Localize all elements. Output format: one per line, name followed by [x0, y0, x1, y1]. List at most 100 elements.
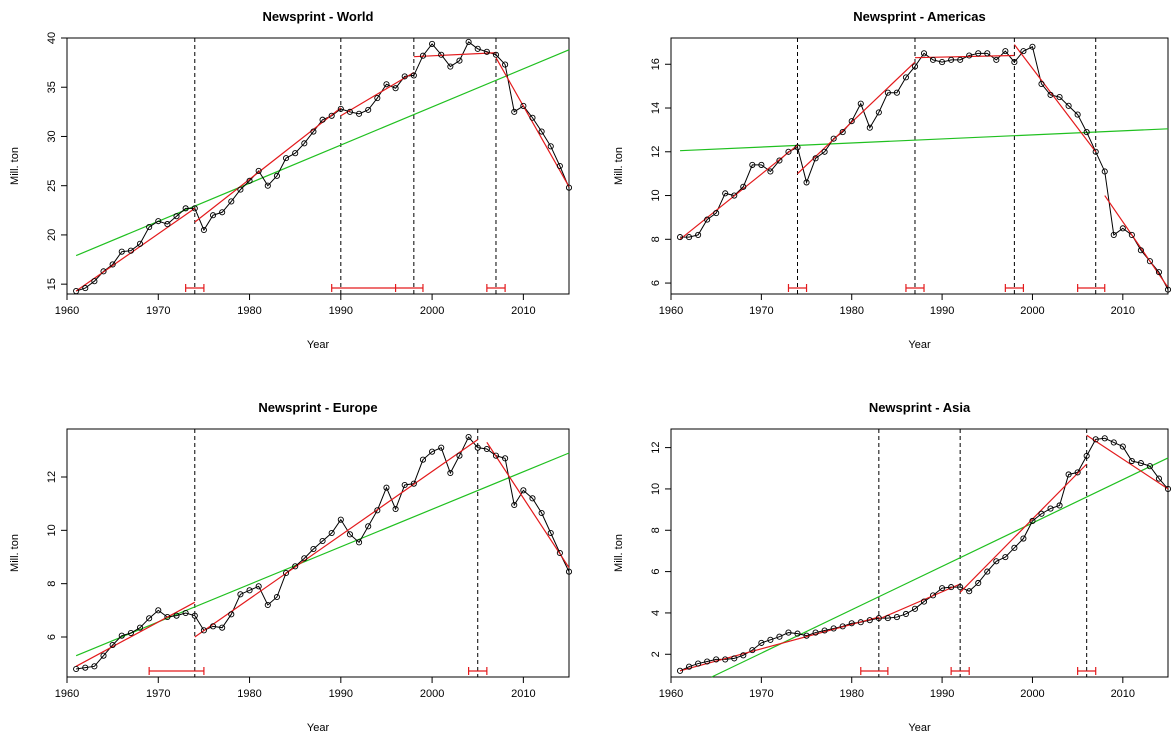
y-tick-label: 16	[650, 58, 662, 70]
data-point	[984, 50, 991, 57]
data-point	[812, 629, 819, 636]
data-point	[374, 507, 381, 514]
data-point	[1029, 43, 1036, 50]
chart-title: Newsprint - Europe	[258, 400, 377, 415]
chart-panel-1: Newsprint - World Year Mill. ton 1960 1970 19…	[9, 9, 573, 351]
chart-panel-4: Newsprint - Asia Year Mill. ton 1960 1970 198…	[613, 400, 1171, 733]
data-point	[356, 110, 363, 117]
y-tick-label: 10	[650, 483, 662, 495]
data-point	[695, 231, 702, 238]
data-point	[875, 615, 882, 622]
data-point	[1092, 148, 1099, 155]
data-point	[547, 143, 554, 150]
chart-title: Newsprint - Americas	[853, 9, 985, 24]
data-point	[731, 655, 738, 662]
data-point	[328, 112, 335, 119]
data-point	[1074, 469, 1081, 476]
x-tick-label: 1960	[659, 688, 683, 700]
data-point	[975, 579, 982, 587]
y-tick-label: 6	[650, 569, 662, 575]
data-point	[556, 549, 563, 557]
x-tick-label: 2000	[420, 305, 444, 317]
data-point	[993, 56, 1000, 63]
data-point	[1038, 80, 1045, 87]
y-tick-label: 35	[46, 81, 58, 93]
x-tick-label: 2000	[420, 688, 444, 700]
data-point	[292, 150, 299, 157]
data-point	[374, 95, 381, 102]
data-point	[419, 456, 427, 463]
x-axis-label: Year	[307, 339, 330, 351]
y-tick-label: 25	[46, 180, 58, 192]
data-point	[740, 652, 747, 659]
data-point	[830, 135, 837, 142]
data-point	[346, 108, 353, 115]
data-point	[984, 568, 991, 575]
x-tick-label: 1960	[659, 305, 683, 317]
x-tick-label: 1980	[237, 305, 261, 317]
y-axis-label: Mill. ton	[9, 147, 21, 185]
x-tick-label: 1990	[930, 688, 954, 700]
x-tick-label: 1970	[146, 305, 170, 317]
segment-fit-line	[194, 107, 342, 223]
data-point	[255, 583, 262, 590]
data-point	[237, 186, 244, 193]
data-point	[146, 615, 153, 622]
data-point	[704, 216, 711, 223]
data-point	[676, 234, 684, 241]
x-axis-label: Year	[908, 722, 931, 733]
data-point	[255, 167, 262, 174]
data-point	[118, 248, 125, 255]
data-point	[146, 223, 153, 231]
data-point	[893, 89, 900, 96]
data-point	[82, 664, 89, 671]
data-point	[474, 444, 481, 451]
data-point	[1011, 544, 1018, 551]
data-point	[993, 558, 1000, 565]
data-point	[1146, 463, 1153, 470]
data-point	[136, 240, 144, 247]
data-point	[1020, 48, 1027, 55]
data-point	[237, 591, 244, 598]
data-point	[749, 647, 756, 654]
data-point	[429, 448, 436, 455]
data-point	[884, 615, 891, 622]
data-point	[830, 625, 837, 632]
data-point	[310, 545, 317, 553]
y-tick-label: 14	[650, 102, 662, 114]
data-point	[839, 623, 846, 630]
data-point	[136, 624, 144, 631]
data-point	[893, 614, 900, 621]
data-point	[565, 184, 573, 191]
data-point	[100, 652, 107, 659]
data-point	[465, 433, 472, 441]
data-point	[447, 63, 454, 70]
data-point	[383, 484, 390, 491]
segment-fit-line	[340, 71, 415, 117]
data-point	[511, 501, 518, 509]
data-point	[410, 480, 417, 487]
data-point	[758, 161, 765, 168]
data-point	[474, 45, 481, 52]
data-point	[401, 481, 408, 489]
y-tick-label: 8	[650, 236, 662, 242]
data-point	[292, 563, 299, 570]
data-point	[966, 52, 973, 59]
x-tick-label: 1990	[329, 305, 353, 317]
data-point	[456, 57, 463, 64]
y-tick-label: 8	[650, 527, 662, 533]
data-point	[319, 537, 326, 545]
y-tick-label: 20	[46, 229, 58, 241]
data-point	[337, 516, 344, 523]
data-point	[948, 584, 955, 591]
data-point	[410, 72, 417, 79]
data-series-line	[75, 41, 570, 292]
y-tick-label: 12	[650, 146, 662, 158]
data-point	[1146, 258, 1153, 265]
data-point	[704, 658, 711, 665]
chart-title: Newsprint - World	[263, 9, 374, 24]
data-point	[1128, 457, 1135, 465]
data-point	[401, 73, 408, 80]
data-point	[1038, 510, 1045, 517]
